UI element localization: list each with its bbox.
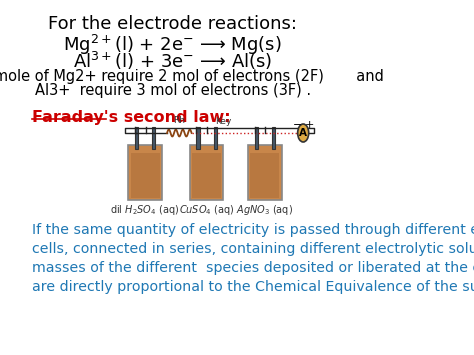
Text: Rh: Rh <box>173 116 185 125</box>
Text: For the electrode reactions:: For the electrode reactions: <box>48 15 297 33</box>
Text: Mg$^{2+}$(l) + 2e$^{-}$ ⟶ Mg(s): Mg$^{2+}$(l) + 2e$^{-}$ ⟶ Mg(s) <box>64 33 282 57</box>
Text: Al3+  require 3 mol of electrons (3F) .: Al3+ require 3 mol of electrons (3F) . <box>35 83 310 98</box>
Bar <box>248 145 282 200</box>
Bar <box>214 127 217 149</box>
Text: $AgNO_3$ (aq): $AgNO_3$ (aq) <box>236 203 293 217</box>
Bar <box>192 153 221 198</box>
Bar <box>255 127 258 149</box>
Text: dil $H_2SO_4$ (aq): dil $H_2SO_4$ (aq) <box>110 203 180 217</box>
Text: A: A <box>299 128 307 138</box>
Bar <box>128 145 162 200</box>
Text: Key: Key <box>215 117 232 126</box>
Bar <box>197 127 200 149</box>
Text: If the same quantity of electricity is passed through different electrolytic
cel: If the same quantity of electricity is p… <box>32 223 474 294</box>
Text: one mole of Mg2+ require 2 mol of electrons (2F)       and: one mole of Mg2+ require 2 mol of electr… <box>0 69 383 84</box>
Text: Al$^{3+}$(l) + 3e$^{-}$ ⟶ Al(s): Al$^{3+}$(l) + 3e$^{-}$ ⟶ Al(s) <box>73 50 272 72</box>
Bar <box>190 145 223 200</box>
Bar <box>250 153 279 198</box>
Circle shape <box>298 124 309 142</box>
Text: $CuSO_4$ (aq): $CuSO_4$ (aq) <box>179 203 234 217</box>
Bar <box>152 127 155 149</box>
Text: Faraday's second law:: Faraday's second law: <box>32 110 231 125</box>
Bar <box>135 127 138 149</box>
Text: −: − <box>292 120 302 130</box>
Text: +: + <box>305 120 314 130</box>
Bar <box>131 153 160 198</box>
Bar <box>272 127 275 149</box>
